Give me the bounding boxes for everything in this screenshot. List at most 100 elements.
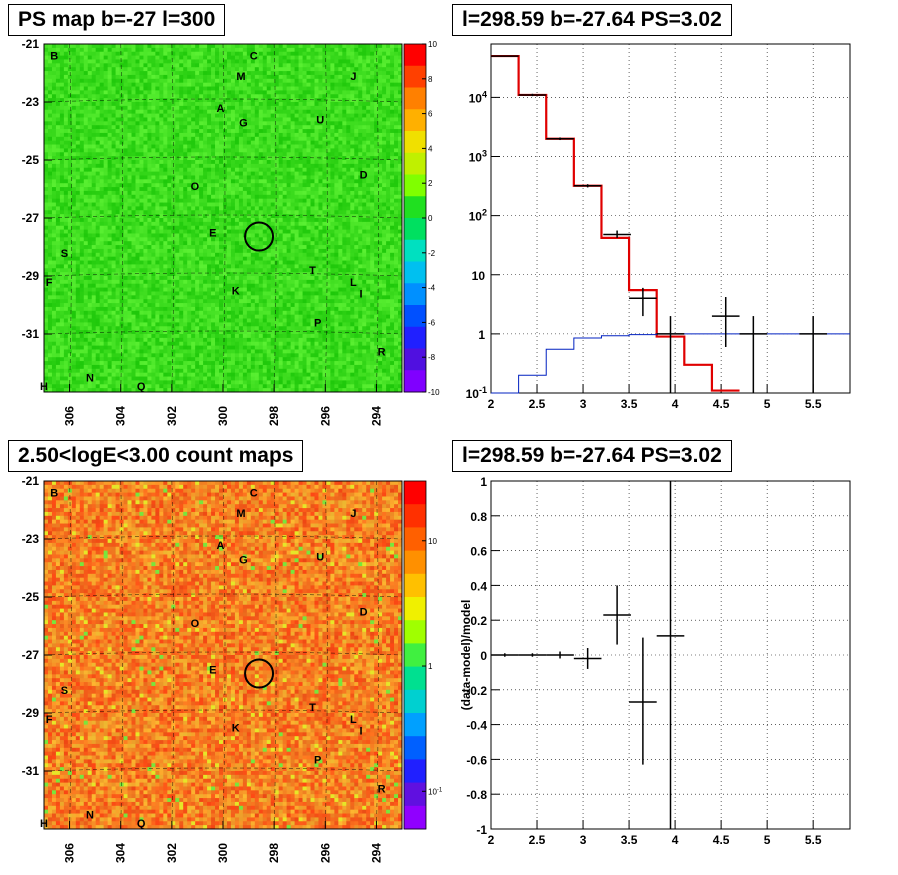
tl-cell	[187, 330, 191, 334]
tl-cell	[231, 233, 235, 237]
tl-cell	[72, 52, 76, 56]
tl-cell	[247, 295, 251, 299]
tl-cell	[255, 179, 259, 183]
tl-cell	[195, 233, 199, 237]
tl-cell	[175, 226, 179, 230]
tl-cell	[167, 67, 171, 71]
tl-cell	[143, 44, 147, 48]
tl-cell	[116, 87, 120, 91]
tl-cell	[247, 268, 251, 272]
tl-cell	[175, 257, 179, 261]
tl-cell	[259, 59, 263, 63]
tl-cell	[72, 257, 76, 261]
tl-cell	[84, 315, 88, 319]
tl-cell	[219, 253, 223, 257]
tl-cell	[251, 63, 255, 67]
tl-cell	[143, 164, 147, 168]
tl-cell	[239, 152, 243, 156]
tl-cell	[76, 44, 80, 48]
tl-cell	[179, 380, 183, 384]
tl-cell	[96, 377, 100, 381]
tl-cell	[72, 195, 76, 199]
tl-cell	[128, 56, 132, 60]
tl-cell	[108, 191, 112, 195]
tl-cell	[243, 106, 247, 110]
tl-cell	[135, 264, 139, 268]
tl-cell	[247, 315, 251, 319]
tl-cell	[259, 384, 263, 388]
tl-cell	[195, 291, 199, 295]
tl-cell	[56, 245, 60, 249]
tl-cell	[143, 129, 147, 133]
tl-cell	[120, 249, 124, 253]
tl-cell	[191, 117, 195, 121]
tl-cell	[227, 141, 231, 145]
tl-cell	[207, 121, 211, 125]
tl-cell	[56, 218, 60, 222]
tl-cell	[151, 261, 155, 265]
tl-cell	[52, 338, 56, 342]
tl-cell	[132, 222, 136, 226]
tl-cell	[211, 187, 215, 191]
tl-cell	[239, 253, 243, 257]
tl-cell	[151, 272, 155, 276]
tl-cell	[96, 90, 100, 94]
tl-cell	[124, 114, 128, 118]
tl-cell	[80, 206, 84, 210]
tl-cell	[80, 280, 84, 284]
tl-cell	[243, 160, 247, 164]
tl-cell	[100, 326, 104, 330]
tl-cell	[72, 295, 76, 299]
tl-cell	[56, 241, 60, 245]
tl-cell	[143, 90, 147, 94]
tl-cell	[96, 56, 100, 60]
tl-cell	[108, 226, 112, 230]
tl-cell	[143, 156, 147, 160]
tl-cell	[139, 218, 143, 222]
tl-cell	[151, 175, 155, 179]
tl-cell	[211, 90, 215, 94]
tl-cell	[76, 137, 80, 141]
tl-cell	[187, 299, 191, 303]
tl-cell	[68, 44, 72, 48]
tl-cell	[68, 129, 72, 133]
tl-cell	[227, 299, 231, 303]
tl-cell	[100, 218, 104, 222]
tl-cell	[171, 191, 175, 195]
tl-cell	[207, 52, 211, 56]
tl-cell	[155, 361, 159, 365]
tl-cell	[187, 230, 191, 234]
tl-cell	[227, 110, 231, 114]
tl-cell	[159, 71, 163, 75]
tl-cell	[64, 117, 68, 121]
tl-cell	[239, 179, 243, 183]
tl-cell	[139, 117, 143, 121]
tl-cell	[116, 249, 120, 253]
tl-cell	[84, 48, 88, 52]
tl-cell	[132, 276, 136, 280]
tl-cell	[263, 164, 267, 168]
tl-cell	[139, 102, 143, 106]
tl-cell	[80, 172, 84, 176]
tl-cell	[203, 245, 207, 249]
tl-cell	[72, 380, 76, 384]
tl-cell	[215, 56, 219, 60]
tl-cell	[227, 276, 231, 280]
tl-cell	[151, 98, 155, 102]
tl-cell	[227, 268, 231, 272]
tl-cell	[171, 342, 175, 346]
tl-cell	[132, 349, 136, 353]
tl-cell	[84, 280, 88, 284]
tl-cell	[203, 342, 207, 346]
tl-cell	[151, 353, 155, 357]
tl-cell	[207, 90, 211, 94]
tl-cell	[231, 102, 235, 106]
tl-cell	[155, 137, 159, 141]
tl-cell	[128, 230, 132, 234]
tl-cell	[195, 199, 199, 203]
tl-cell	[211, 369, 215, 373]
tl-cell	[179, 48, 183, 52]
tl-cell	[215, 164, 219, 168]
tl-cell	[76, 172, 80, 176]
tl-cell	[175, 353, 179, 357]
